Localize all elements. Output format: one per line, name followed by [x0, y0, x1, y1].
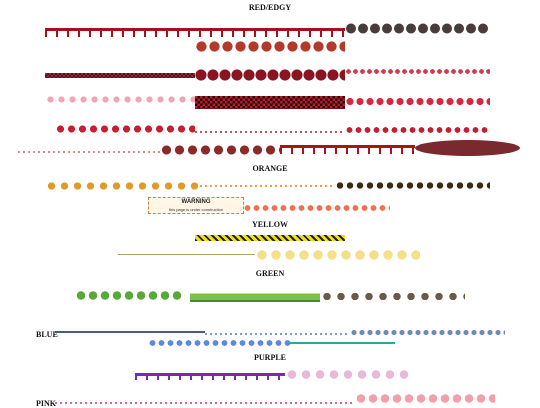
section-heading: PINK: [36, 399, 56, 408]
divider: [415, 140, 520, 156]
section-heading: RED/EDGY: [248, 3, 292, 12]
divider: [195, 38, 345, 55]
divider: [243, 204, 390, 212]
divider: [345, 126, 490, 134]
divider: [290, 342, 395, 344]
section-heading: YELLOW: [251, 220, 288, 229]
divider: [148, 339, 290, 347]
divider: [320, 293, 465, 300]
divider: [200, 185, 335, 187]
divider: [345, 96, 490, 107]
divider: [55, 331, 205, 333]
divider: [190, 288, 320, 302]
divider: [135, 373, 285, 380]
divider: [195, 131, 345, 133]
divider: [335, 181, 490, 190]
divider: [280, 145, 415, 161]
warning-title: WARNING: [181, 199, 211, 205]
divider: [350, 329, 505, 336]
divider: [18, 151, 160, 153]
divider: [45, 96, 195, 103]
section-heading: PURPLE: [254, 353, 286, 362]
divider: [195, 96, 345, 109]
divider: [55, 124, 195, 134]
divider: [45, 28, 345, 37]
divider: [45, 182, 200, 190]
divider: [355, 392, 495, 405]
divider: [345, 20, 490, 37]
divider: [195, 65, 345, 85]
divider: [75, 289, 185, 302]
divider: [45, 73, 195, 78]
section-heading: GREEN: [255, 269, 285, 278]
divider: [285, 369, 410, 380]
divider: [55, 402, 355, 404]
warning-banner: WARNING this page is under construction: [148, 197, 244, 214]
divider: [255, 248, 420, 262]
warning-text: this page is under construction: [168, 207, 224, 212]
divider: [205, 333, 350, 335]
section-heading: BLUE: [36, 330, 58, 339]
divider: [160, 143, 280, 157]
divider: [118, 254, 255, 255]
divider: [195, 235, 345, 241]
section-heading: ORANGE: [252, 164, 288, 173]
divider: [345, 68, 490, 75]
